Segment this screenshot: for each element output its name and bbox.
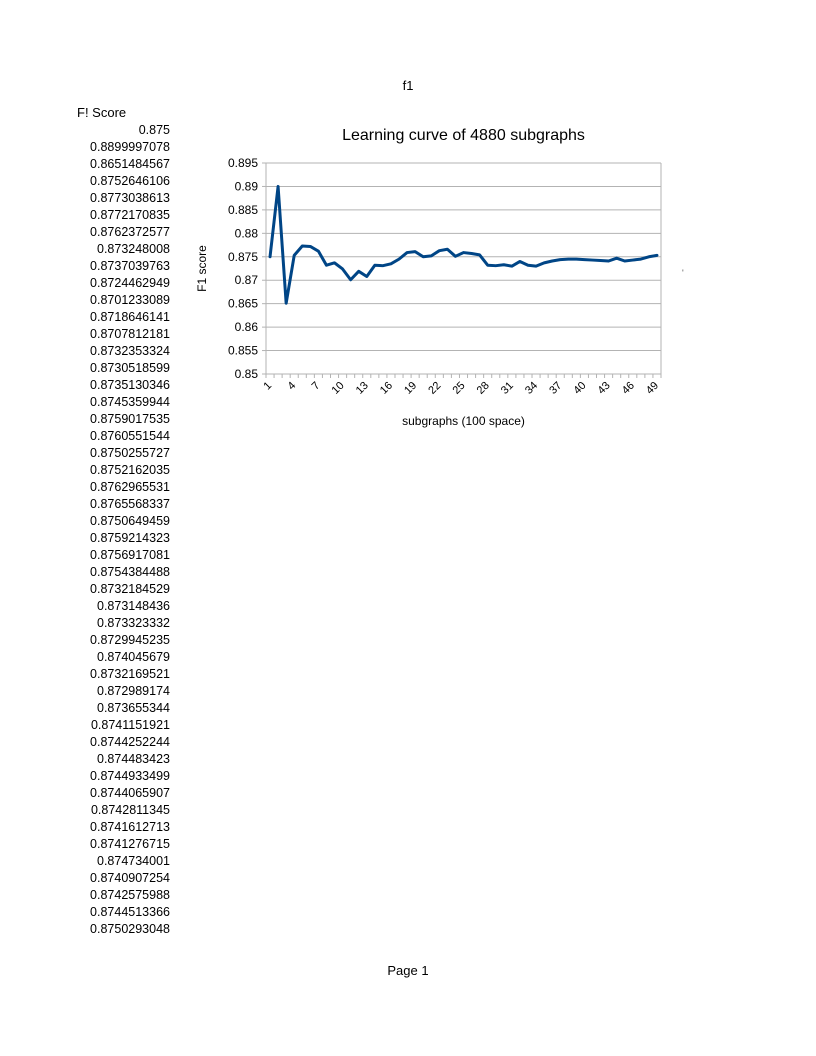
value-cell: 0.874734001 [97, 854, 170, 868]
x-tick-label: 37 [547, 380, 564, 397]
value-cell: 0.8752162035 [90, 463, 170, 477]
x-tick-label: 19 [402, 380, 419, 397]
value-cell: 0.8730518599 [90, 361, 170, 375]
chart-title: Learning curve of 4880 subgraphs [342, 127, 585, 144]
page-footer: Page 1 [387, 963, 429, 978]
y-axis-label: F1 score [195, 245, 209, 292]
value-cell: 0.873655344 [97, 701, 170, 715]
value-cell: 0.874483423 [97, 752, 170, 766]
value-cell: 0.8744252244 [90, 735, 170, 749]
y-tick-label: 0.885 [228, 203, 258, 217]
x-tick-label: 28 [475, 380, 492, 397]
value-cell: 0.8759017535 [90, 412, 170, 426]
x-tick-label: 4 [286, 380, 299, 393]
x-tick-label: 34 [523, 380, 540, 397]
y-tick-label: 0.88 [235, 226, 259, 240]
value-cell: 0.873248008 [97, 242, 170, 256]
value-cell: 0.8754384488 [90, 565, 170, 579]
value-cell: 0.8750255727 [90, 446, 170, 460]
value-cell: 0.8724462949 [90, 276, 170, 290]
x-tick-label: 46 [620, 380, 637, 397]
value-cell: 0.875 [138, 123, 170, 137]
value-cell: 0.8744933499 [90, 769, 170, 783]
value-cell: 0.8707812181 [90, 327, 170, 341]
value-cell: 0.8741151921 [90, 718, 170, 732]
value-cell: 0.874045679 [97, 650, 170, 664]
learning-curve-chart: Learning curve of 4880 subgraphs 0.895 0.8… [195, 127, 662, 428]
value-cell: 0.8651484567 [90, 157, 170, 171]
value-cell: 0.8729945235 [90, 633, 170, 647]
value-cell: 0.8750293048 [90, 922, 170, 936]
y-tick-label: 0.87 [235, 273, 259, 287]
y-tick-label: 0.875 [228, 250, 258, 264]
value-cell: 0.8772170835 [90, 208, 170, 222]
value-cell: 0.8759214323 [90, 531, 170, 545]
x-tick-label: 22 [426, 380, 443, 397]
value-cell: 0.872989174 [97, 684, 170, 698]
value-column: 0.875 0.8899997078 0.8651484567 0.875264610… [70, 122, 170, 938]
value-cell: 0.8735130346 [90, 378, 170, 392]
value-cell: 0.8745359944 [90, 395, 170, 409]
value-cell: 0.8744065907 [90, 786, 170, 800]
column-header: F! Score [77, 105, 127, 120]
x-axis-label: subgraphs (100 space) [402, 414, 525, 428]
value-cell: 0.8742575988 [90, 888, 170, 902]
value-cell: 0.8760551544 [90, 429, 170, 443]
value-cell: 0.8765568337 [90, 497, 170, 511]
x-tick-label: 16 [378, 380, 395, 397]
x-tick-label: 31 [499, 380, 516, 397]
value-cell: 0.8732184529 [90, 582, 170, 596]
x-tick-label: 7 [310, 380, 323, 393]
y-tick-label: 0.865 [228, 297, 258, 311]
value-cell: 0.8773038613 [90, 191, 170, 205]
value-cell: 0.8744513366 [90, 905, 170, 919]
value-cell: 0.8737039763 [90, 259, 170, 273]
stray-mark: ' [682, 268, 684, 278]
x-tick-label: 1 [261, 380, 274, 393]
value-cell: 0.8740907254 [90, 871, 170, 885]
value-cell: 0.873148436 [97, 599, 170, 613]
y-tick-label: 0.855 [228, 344, 258, 358]
y-tick-label: 0.895 [228, 156, 258, 170]
y-tick-label: 0.89 [235, 179, 259, 193]
value-cell: 0.8762372577 [90, 225, 170, 239]
value-cell: 0.8742811345 [90, 803, 170, 817]
value-cell: 0.8762965531 [90, 480, 170, 494]
x-tick-label: 43 [596, 380, 613, 397]
sheet-title: f1 [402, 78, 414, 93]
value-cell: 0.8701233089 [90, 293, 170, 307]
x-tick-label: 49 [644, 380, 661, 397]
value-cell: 0.8741612713 [90, 820, 170, 834]
x-tick-label: 13 [354, 380, 371, 397]
value-cell: 0.873323332 [97, 616, 170, 630]
value-cell: 0.8756917081 [90, 548, 170, 562]
x-tick-label: 40 [571, 380, 588, 397]
value-cell: 0.8732169521 [90, 667, 170, 681]
value-cell: 0.8899997078 [90, 140, 170, 154]
value-cell: 0.8718646141 [90, 310, 170, 324]
value-cell: 0.8741276715 [90, 837, 170, 851]
y-tick-label: 0.85 [235, 367, 259, 381]
value-cell: 0.8750649459 [90, 514, 170, 528]
series-line [268, 184, 659, 305]
value-cell: 0.8732353324 [90, 344, 170, 358]
y-tick-label: 0.86 [235, 320, 259, 334]
x-tick-label: 10 [330, 380, 347, 397]
value-cell: 0.8752646106 [90, 174, 170, 188]
x-tick-label: 25 [450, 380, 467, 397]
